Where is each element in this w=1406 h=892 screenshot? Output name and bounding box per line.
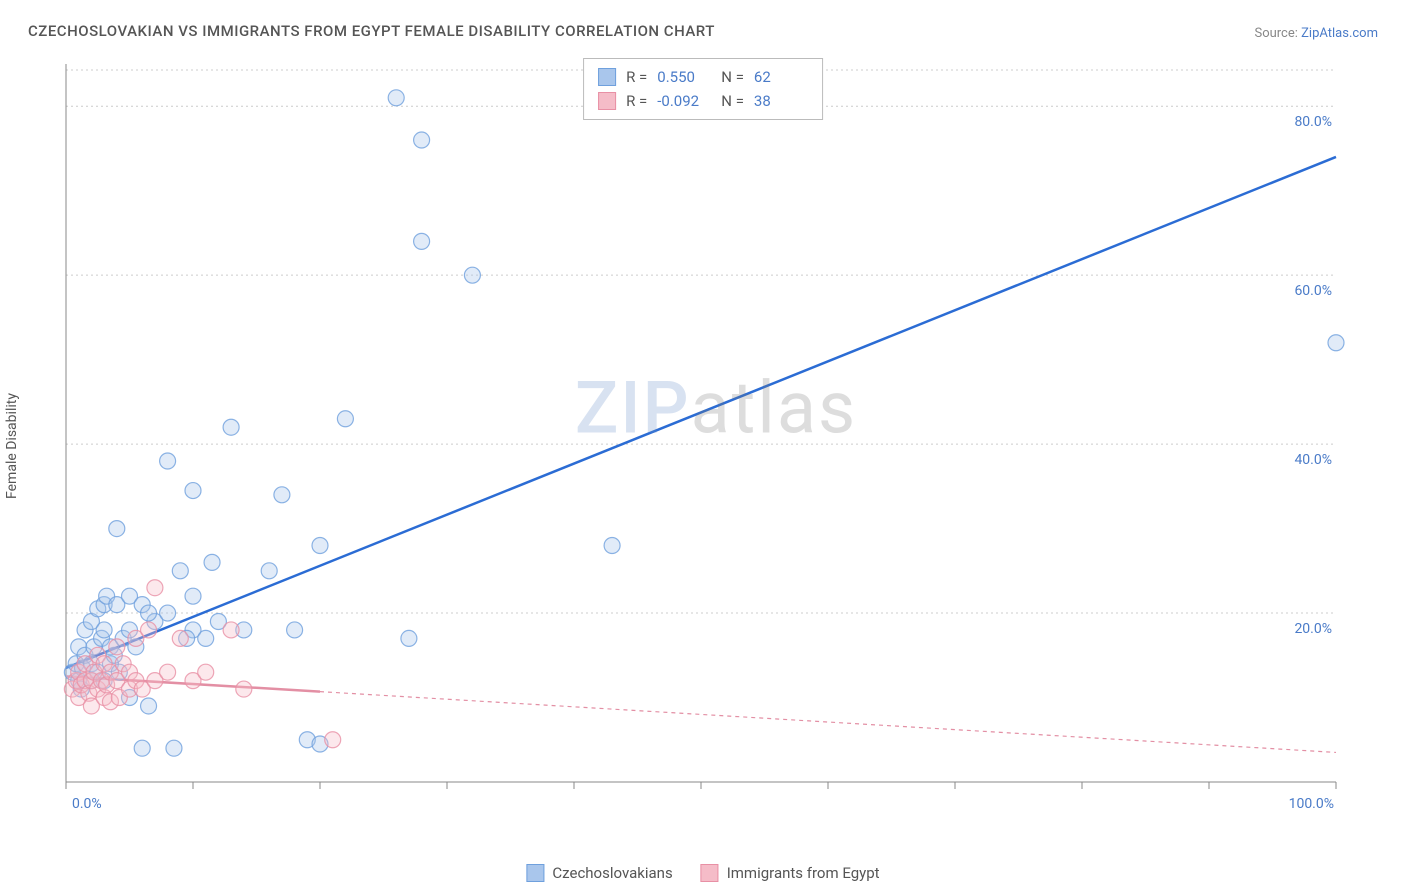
r-label: R =: [626, 65, 647, 89]
bottom-legend: Czechoslovakians Immigrants from Egypt: [526, 864, 879, 882]
source-prefix: Source:: [1254, 26, 1301, 41]
plot-area: 20.0%40.0%60.0%80.0%0.0%100.0% ZIPatlas: [56, 54, 1376, 824]
svg-text:20.0%: 20.0%: [1294, 621, 1332, 637]
n-label: N =: [721, 65, 744, 89]
n-label: N =: [721, 89, 744, 113]
svg-text:40.0%: 40.0%: [1294, 452, 1332, 468]
legend-swatch: [526, 864, 544, 882]
stats-row: R = -0.092 N = 38: [598, 89, 808, 113]
r-value: -0.092: [657, 89, 711, 113]
n-value: 38: [754, 89, 808, 113]
legend-swatch: [701, 864, 719, 882]
legend-swatch: [598, 92, 616, 110]
r-value: 0.550: [657, 65, 711, 89]
legend-item: Immigrants from Egypt: [701, 864, 880, 882]
legend-label: Czechoslovakians: [552, 864, 672, 882]
svg-text:100.0%: 100.0%: [1289, 796, 1334, 812]
source-attribution: Source: ZipAtlas.com: [1254, 26, 1378, 41]
stats-box: R = 0.550 N = 62 R = -0.092 N = 38: [583, 58, 823, 120]
r-label: R =: [626, 89, 647, 113]
legend-label: Immigrants from Egypt: [727, 864, 880, 882]
source-link[interactable]: ZipAtlas.com: [1301, 26, 1378, 41]
scatter-chart-svg: 20.0% 40.0% 60.0% 80.0% 0.0% 100.0%: [56, 54, 1376, 824]
svg-text:0.0%: 0.0%: [72, 796, 102, 812]
stats-row: R = 0.550 N = 62: [598, 65, 808, 89]
chart-title: CZECHOSLOVAKIAN VS IMMIGRANTS FROM EGYPT…: [28, 22, 715, 40]
y-axis-label: Female Disability: [4, 393, 20, 499]
legend-item: Czechoslovakians: [526, 864, 672, 882]
svg-text:60.0%: 60.0%: [1294, 283, 1332, 299]
n-value: 62: [754, 65, 808, 89]
legend-swatch: [598, 68, 616, 86]
svg-text:80.0%: 80.0%: [1294, 114, 1332, 130]
